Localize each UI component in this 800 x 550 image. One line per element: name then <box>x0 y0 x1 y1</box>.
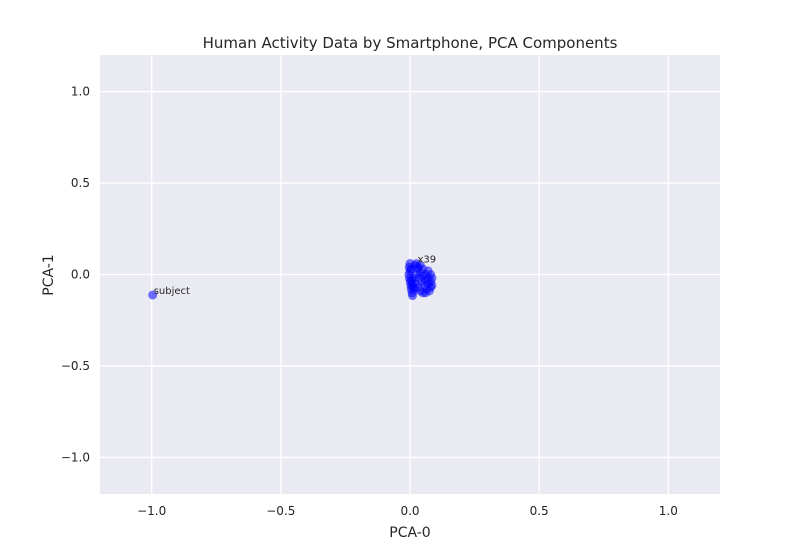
x-tick-label: 0.0 <box>400 504 419 518</box>
y-tick-label: 0.0 <box>71 268 90 282</box>
chart-title: Human Activity Data by Smartphone, PCA C… <box>203 34 618 52</box>
x-tick-label: −0.5 <box>266 504 295 518</box>
y-tick-label: 0.5 <box>71 176 90 190</box>
x-tick-label: 0.5 <box>530 504 549 518</box>
data-point <box>410 284 420 294</box>
data-point <box>409 273 419 283</box>
x-tick-labels: −1.0 −0.5 0.0 0.5 1.0 <box>137 504 678 518</box>
point-annotations: subject x39 <box>154 255 436 297</box>
x-tick-label: −1.0 <box>137 504 166 518</box>
y-tick-labels: −1.0 −0.5 0.0 0.5 1.0 <box>61 85 90 465</box>
y-tick-label: −1.0 <box>61 450 90 464</box>
y-tick-label: −0.5 <box>61 359 90 373</box>
point-label: subject <box>154 286 190 297</box>
data-point <box>421 288 430 298</box>
data-points <box>148 259 437 301</box>
y-axis-label: PCA-1 <box>41 254 57 295</box>
x-tick-label: 1.0 <box>659 504 678 518</box>
x-axis-label: PCA-0 <box>389 525 430 541</box>
data-point <box>148 290 158 300</box>
data-point <box>427 273 437 283</box>
data-point <box>411 259 421 269</box>
y-tick-label: 1.0 <box>71 85 90 99</box>
data-point <box>427 280 437 290</box>
point-label: x39 <box>417 255 436 266</box>
